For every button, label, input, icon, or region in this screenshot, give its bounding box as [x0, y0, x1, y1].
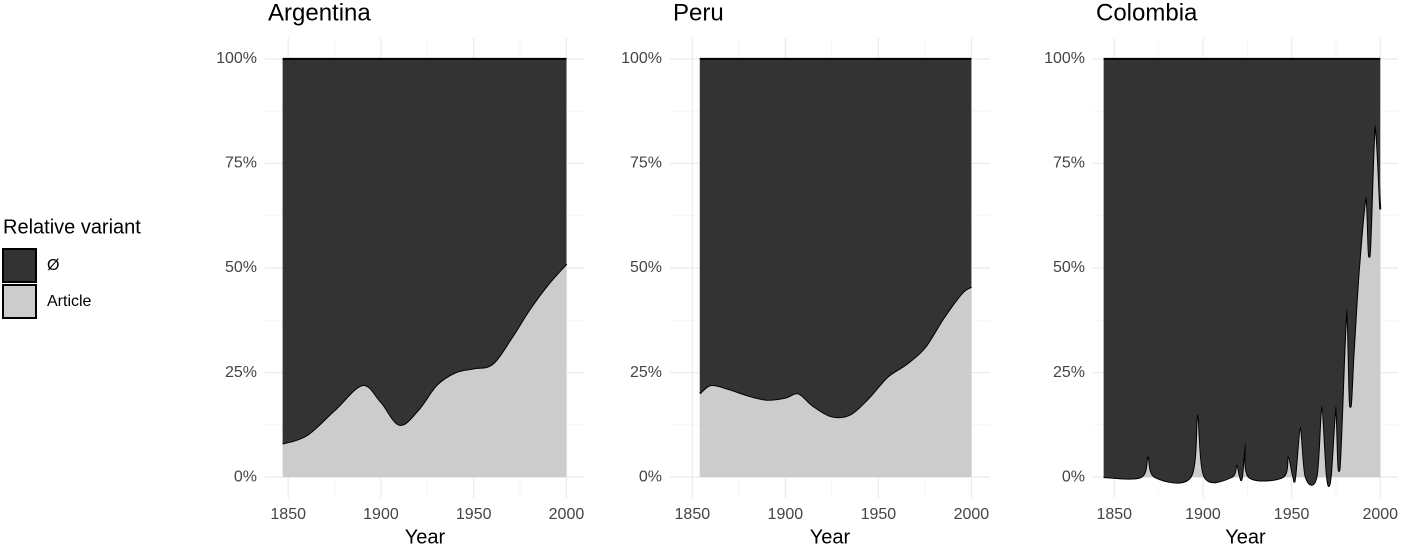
area	[1103, 58, 1381, 486]
panel-title: Colombia	[1096, 0, 1198, 26]
area	[282, 263, 567, 478]
x-tick-label: 1950	[861, 506, 897, 523]
y-tick-label: 50%	[630, 259, 662, 276]
area	[282, 58, 567, 444]
legend-label: Ø	[47, 257, 59, 274]
x-tick-label: 1850	[270, 506, 306, 523]
x-tick-label: 1850	[1096, 506, 1132, 523]
x-axis-label: Year	[1225, 526, 1266, 547]
y-tick-label: 25%	[225, 364, 257, 381]
x-axis-label: Year	[405, 526, 446, 547]
x-tick-label: 2000	[954, 506, 990, 523]
x-tick-label: 1900	[1185, 506, 1221, 523]
x-axis-label: Year	[810, 526, 851, 547]
legend-key	[2, 248, 37, 283]
x-tick-label: 1900	[768, 506, 804, 523]
y-tick-label: 75%	[225, 155, 257, 172]
x-tick-label: 1950	[456, 506, 492, 523]
y-tick-label: 75%	[630, 155, 662, 172]
y-tick-label: 75%	[1053, 155, 1085, 172]
x-tick-label: 1850	[675, 506, 711, 523]
legend-label: Article	[47, 293, 92, 310]
y-tick-label: 0%	[1062, 468, 1085, 485]
x-tick-label: 1900	[363, 506, 399, 523]
area	[1103, 125, 1381, 486]
y-tick-label: 50%	[225, 259, 257, 276]
legend-title: Relative variant	[3, 216, 141, 238]
y-tick-label: 100%	[621, 50, 662, 67]
y-tick-label: 100%	[1044, 50, 1085, 67]
x-tick-label: 2000	[549, 506, 585, 523]
y-tick-label: 50%	[1053, 259, 1085, 276]
x-tick-label: 2000	[1362, 506, 1398, 523]
x-tick-label: 1950	[1274, 506, 1310, 523]
panel-title: Argentina	[268, 0, 371, 26]
area	[699, 58, 972, 418]
area	[699, 286, 972, 478]
y-tick-label: 0%	[234, 468, 257, 485]
y-tick-label: 25%	[1053, 364, 1085, 381]
y-tick-label: 25%	[630, 364, 662, 381]
y-tick-label: 100%	[216, 50, 257, 67]
panel-title: Peru	[673, 0, 724, 26]
legend-key	[2, 284, 37, 319]
y-tick-label: 0%	[639, 468, 662, 485]
